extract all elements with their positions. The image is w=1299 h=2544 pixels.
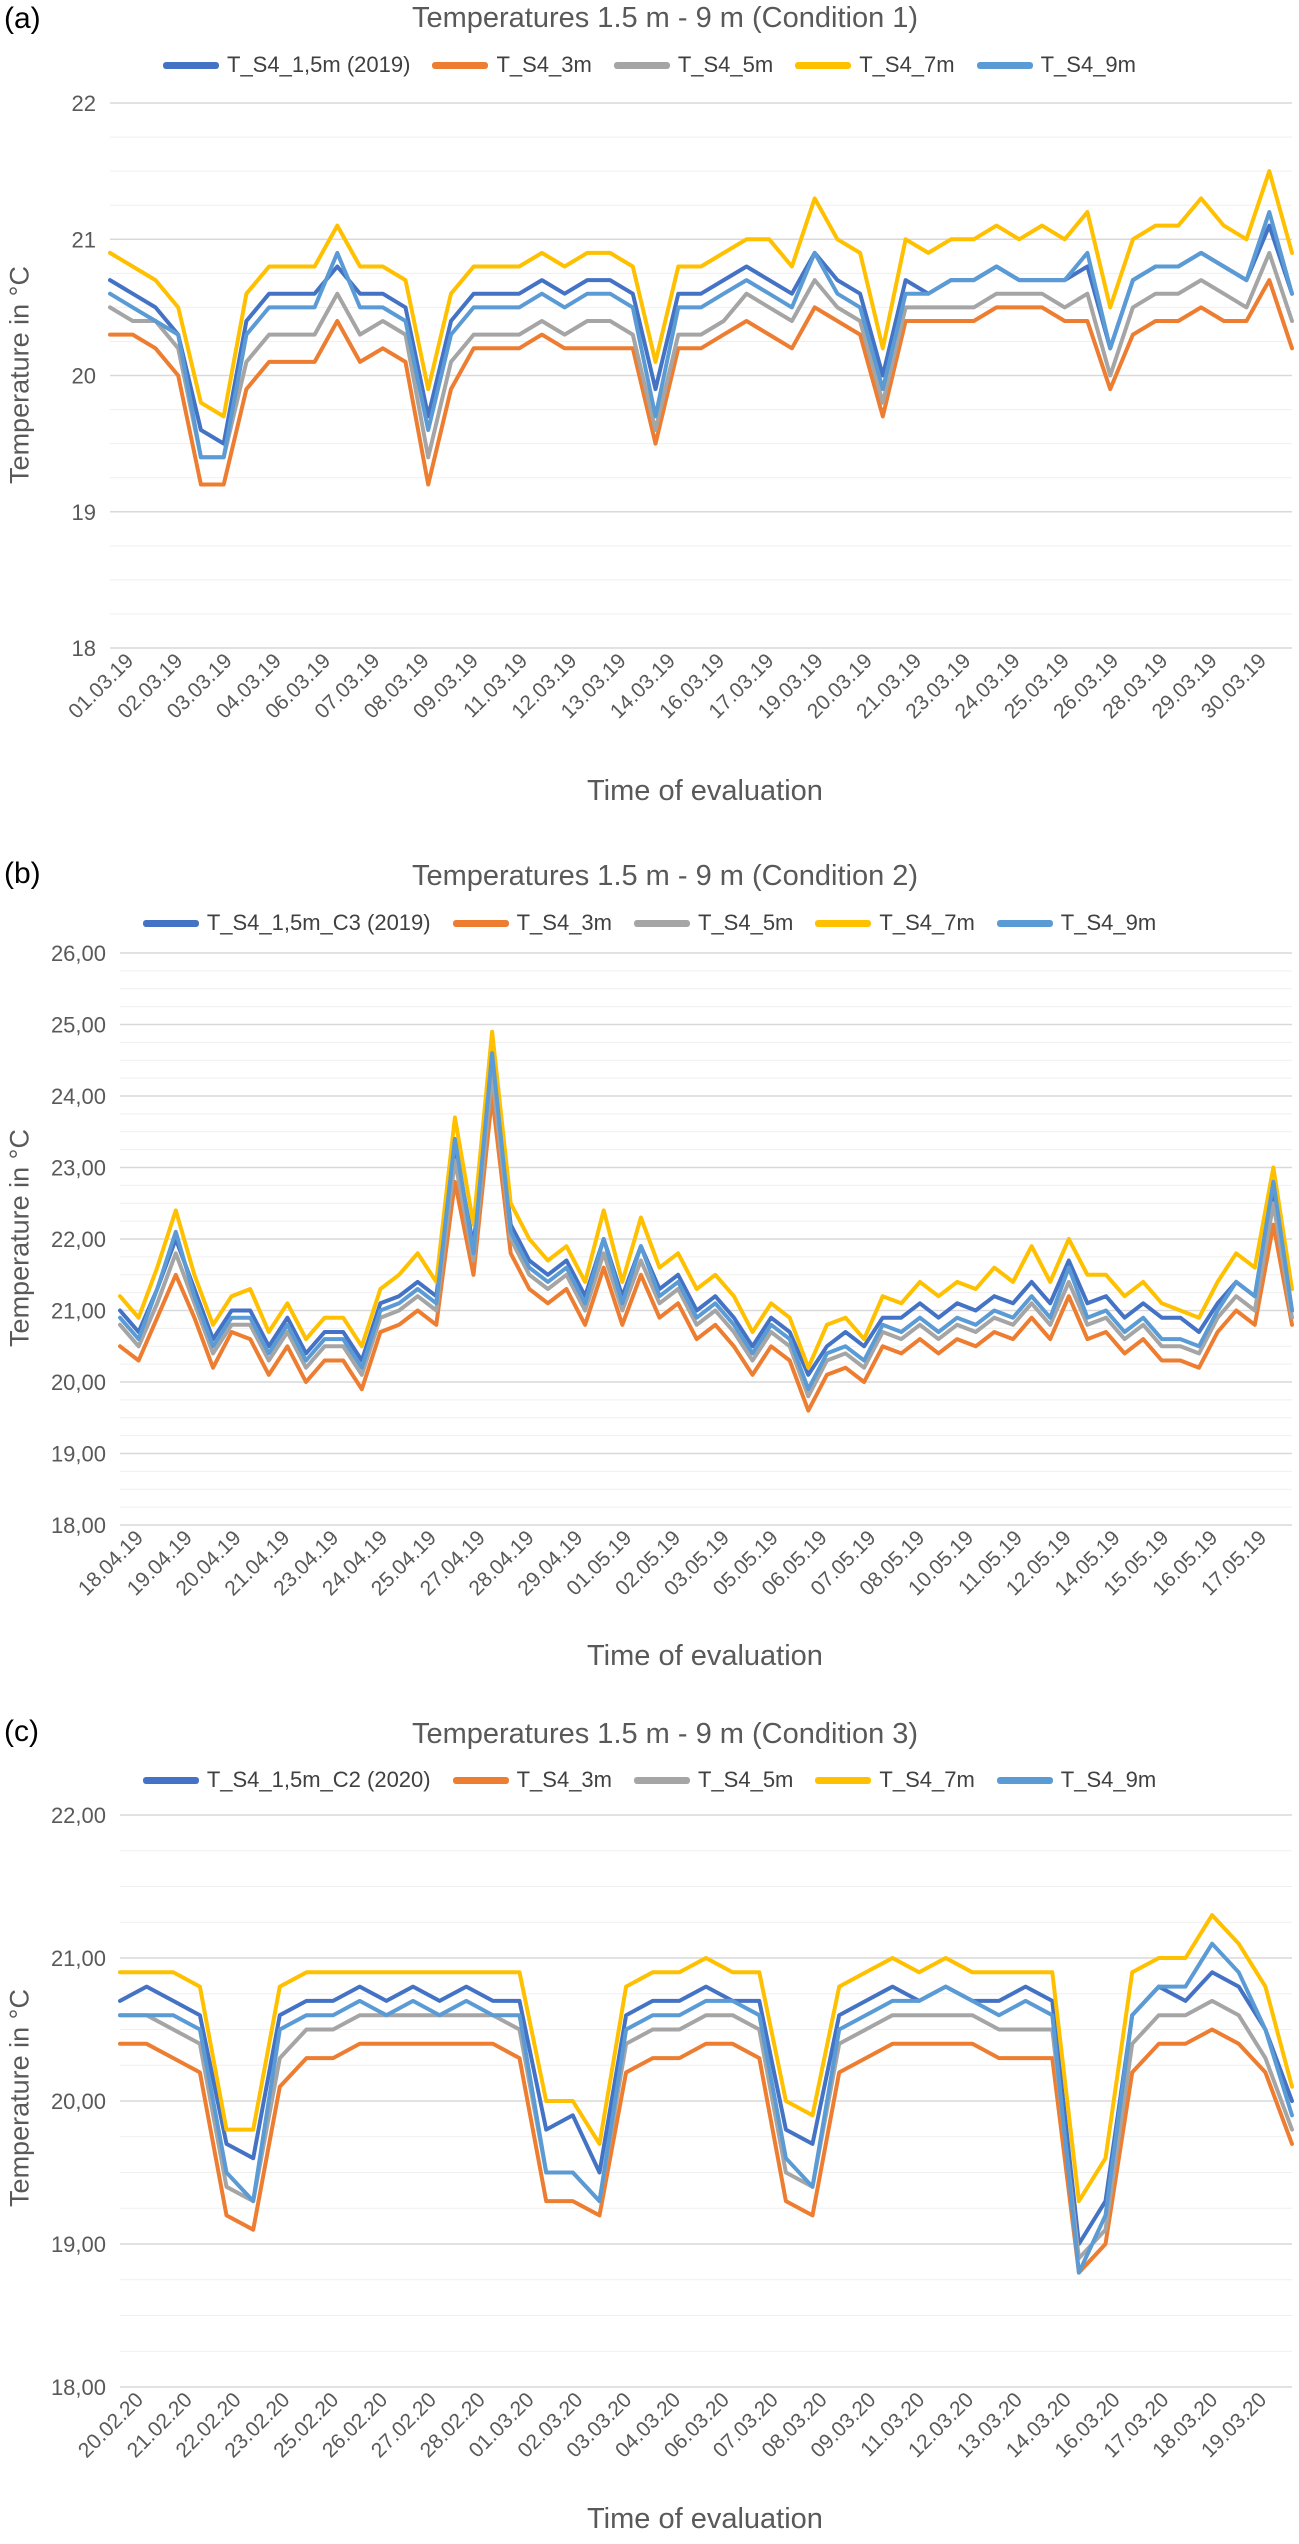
panel-label: (a) <box>4 2 41 35</box>
legend-label: T_S4_7m <box>859 52 955 77</box>
series-line <box>118 1072 1294 1399</box>
y-tick-label: 26,00 <box>51 941 106 966</box>
chart-title: Temperatures 1.5 m - 9 m (Condition 3) <box>411 1718 919 1750</box>
legend-item: T_S4_9m <box>996 1767 1157 1793</box>
legend-item: T_S4_1,5m_C2 (2020) <box>142 1767 431 1793</box>
series-line <box>108 250 1294 460</box>
legend-item: T_S4_3m <box>452 910 612 936</box>
legend-item: T_S4_7m <box>815 910 975 936</box>
legend-label: T_S4_5m <box>698 910 794 935</box>
legend-item: T_S4_5m <box>634 1767 793 1793</box>
legend-label: T_S4_1,5m_C3 (2019) <box>206 910 431 935</box>
plot-area: 18,0019,0020,0021,0022,0020.02.2021.02.2… <box>51 1803 1294 2462</box>
series-line <box>118 1051 1294 1392</box>
series-line <box>108 278 1294 487</box>
legend-label: T_S4_9m <box>1040 52 1136 77</box>
chart-title: Temperatures 1.5 m - 9 m (Condition 2) <box>411 860 919 892</box>
legend-swatch <box>452 919 509 927</box>
x-axis-label: Time of evaluation <box>587 775 823 807</box>
y-tick-label: 19,00 <box>51 2232 106 2257</box>
legend-swatch <box>996 1776 1053 1784</box>
legend-swatch <box>795 61 852 69</box>
y-tick-label: 18 <box>72 636 96 661</box>
legend-swatch <box>815 1776 872 1784</box>
legend-swatch <box>634 1776 690 1784</box>
legend-swatch <box>613 61 670 69</box>
chart-title: Temperatures 1.5 m - 9 m (Condition 1) <box>411 2 919 34</box>
series-line <box>118 1029 1294 1370</box>
legend-item: T_S4_9m <box>976 52 1136 78</box>
series-line <box>118 2027 1294 2275</box>
chart-panel-b: (b) Temperatures 1.5 m - 9 m (Condition … <box>0 855 1299 1685</box>
legend-label: T_S4_5m <box>698 1767 794 1792</box>
y-tick-label: 20,00 <box>51 2089 106 2114</box>
legend-label: T_S4_3m <box>516 910 612 935</box>
legend-swatch <box>976 61 1033 69</box>
y-tick-label: 21,00 <box>51 1299 106 1324</box>
y-tick-label: 19 <box>72 500 96 525</box>
y-tick-label: 18,00 <box>51 2375 106 2400</box>
legend-item: T_S4_3m <box>432 52 592 78</box>
panel-label: (c) <box>4 1715 39 1748</box>
legend-label: T_S4_3m <box>496 52 592 77</box>
legend-item: T_S4_1,5m (2019) <box>163 52 410 78</box>
legend-swatch <box>815 919 872 927</box>
legend-label: T_S4_3m <box>516 1767 612 1792</box>
y-tick-label: 23,00 <box>51 1156 106 1181</box>
legend-swatch <box>142 1776 199 1784</box>
legend-swatch <box>163 61 219 69</box>
x-axis-label: Time of evaluation <box>587 1640 823 1672</box>
legend-item: T_S4_5m <box>613 52 774 78</box>
legend-swatch <box>996 919 1053 927</box>
chart-panel-c: (c) Temperatures 1.5 m - 9 m (Condition … <box>0 1715 1299 2544</box>
plot-area: 18,00 19,00 20,00 21,00 22,00 23,00 24,00 25,00… <box>51 941 1294 1600</box>
series-line <box>118 1094 1294 1413</box>
chart-legend: T_S4_1,5m_C2 (2020) T_S4_3m T_S4_5m T_S4… <box>0 1767 1299 1793</box>
legend-label: T_S4_5m <box>677 52 774 77</box>
legend-label: T_S4_7m <box>879 910 975 935</box>
series-line <box>118 1998 1294 2261</box>
panel-label: (b) <box>4 857 41 890</box>
legend-label: T_S4_9m <box>1060 1767 1157 1792</box>
series-line <box>108 210 1294 460</box>
y-tick-label: 21 <box>72 227 96 252</box>
legend-item: T_S4_9m <box>996 910 1157 936</box>
series-line <box>118 1941 1294 2275</box>
y-tick-label: 20,00 <box>51 1370 106 1395</box>
chart-legend: T_S4_1,5m_C3 (2019) T_S4_3m T_S4_5m T_S4… <box>0 910 1299 936</box>
legend-item: T_S4_7m <box>795 52 955 78</box>
legend-item: T_S4_5m <box>634 910 793 936</box>
legend-label: T_S4_9m <box>1060 910 1157 935</box>
series-line <box>108 223 1294 446</box>
y-tick-label: 19,00 <box>51 1442 106 1467</box>
series-line <box>118 1970 1294 2246</box>
legend-item: T_S4_1,5m_C3 (2019) <box>142 910 431 936</box>
legend-swatch <box>432 61 489 69</box>
legend-label: T_S4_1,5m_C2 (2020) <box>206 1767 431 1792</box>
legend-label: T_S4_1,5m (2019) <box>227 52 411 77</box>
series-line <box>118 1913 1294 2204</box>
y-tick-label: 22,00 <box>51 1227 106 1252</box>
y-tick-label: 20 <box>72 364 96 389</box>
legend-item: T_S4_3m <box>452 1767 612 1793</box>
chart-legend: T_S4_1,5m (2019) T_S4_3m T_S4_5m T_S4_7m… <box>0 52 1299 78</box>
series-line <box>108 169 1294 419</box>
y-tick-label: 22 <box>72 91 96 116</box>
series-line <box>118 1058 1294 1377</box>
legend-swatch <box>142 919 199 927</box>
chart-panel-a: (a) Temperatures 1.5 m - 9 m (Condition … <box>0 0 1299 830</box>
y-tick-label: 18,00 <box>51 1513 106 1538</box>
y-tick-label: 21,00 <box>51 1946 106 1971</box>
y-tick-label: 25,00 <box>51 1013 106 1038</box>
legend-label: T_S4_7m <box>879 1767 975 1792</box>
plot-area: 181920212201.03.1902.03.1903.03.1904.03.… <box>64 91 1294 723</box>
x-axis-label: Time of evaluation <box>587 2503 823 2535</box>
legend-item: T_S4_7m <box>815 1767 975 1793</box>
y-tick-label: 24,00 <box>51 1084 106 1109</box>
y-tick-label: 22,00 <box>51 1803 106 1828</box>
legend-swatch <box>452 1776 509 1784</box>
legend-swatch <box>634 919 690 927</box>
